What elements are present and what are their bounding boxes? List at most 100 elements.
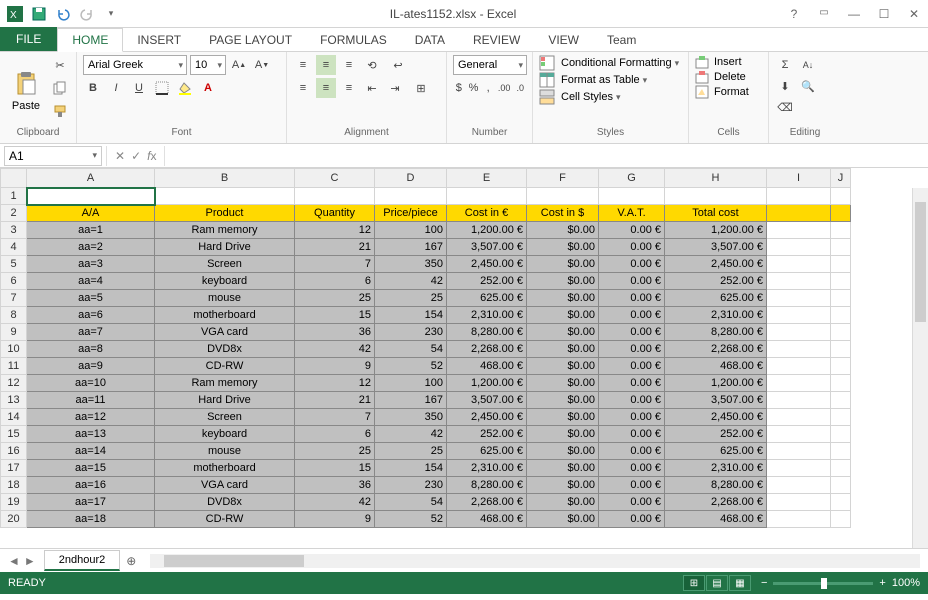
cell[interactable]: 625.00 € (447, 290, 527, 307)
cell[interactable]: 230 (375, 324, 447, 341)
undo-icon[interactable] (52, 3, 74, 25)
cell[interactable]: 8,280.00 € (665, 324, 767, 341)
cell[interactable] (767, 273, 831, 290)
cell[interactable]: 8,280.00 € (447, 324, 527, 341)
cut-icon[interactable]: ✂ (50, 55, 70, 75)
cell[interactable]: 0.00 € (599, 324, 665, 341)
row-header[interactable]: 17 (1, 460, 27, 477)
cell[interactable]: 154 (375, 460, 447, 477)
row-header[interactable]: 19 (1, 494, 27, 511)
col-header[interactable]: C (295, 169, 375, 188)
row-header[interactable]: 18 (1, 477, 27, 494)
cell[interactable] (155, 188, 295, 205)
formula-input[interactable] (165, 146, 928, 166)
cell[interactable]: 0.00 € (599, 477, 665, 494)
row-header[interactable]: 4 (1, 239, 27, 256)
sheet-prev-icon[interactable]: ◄ (8, 554, 20, 568)
cell[interactable]: 100 (375, 375, 447, 392)
ribbon-display-icon[interactable]: ▭ (814, 7, 834, 21)
cell[interactable]: aa=6 (27, 307, 155, 324)
cell[interactable]: 468.00 € (665, 511, 767, 528)
cell[interactable]: aa=16 (27, 477, 155, 494)
cell[interactable] (831, 477, 851, 494)
align-right-icon[interactable]: ≡ (339, 78, 359, 98)
zoom-level[interactable]: 100% (892, 577, 920, 589)
row-header[interactable]: 7 (1, 290, 27, 307)
cell[interactable]: mouse (155, 290, 295, 307)
cell[interactable] (831, 358, 851, 375)
cell[interactable]: 3,507.00 € (665, 239, 767, 256)
wrap-text-icon[interactable]: ↩ (385, 55, 411, 75)
paste-button[interactable]: Paste (6, 55, 46, 127)
cell[interactable]: 9 (295, 358, 375, 375)
cell[interactable]: 2,310.00 € (447, 307, 527, 324)
cell[interactable] (375, 188, 447, 205)
align-top-icon[interactable]: ≡ (293, 55, 313, 75)
cell[interactable]: mouse (155, 443, 295, 460)
align-center-icon[interactable]: ≡ (316, 78, 336, 98)
cell[interactable] (831, 273, 851, 290)
cell[interactable]: 0.00 € (599, 341, 665, 358)
cell[interactable]: 0.00 € (599, 256, 665, 273)
cell[interactable]: Hard Drive (155, 239, 295, 256)
cell[interactable] (831, 392, 851, 409)
cell[interactable]: 25 (375, 290, 447, 307)
format-cells-button[interactable]: Format (695, 85, 762, 99)
cell[interactable]: 2,450.00 € (665, 256, 767, 273)
cell[interactable]: $0.00 (527, 222, 599, 239)
cell[interactable]: 25 (375, 443, 447, 460)
cell[interactable]: Cost in $ (527, 205, 599, 222)
cell[interactable]: 12 (295, 222, 375, 239)
cell[interactable]: 54 (375, 494, 447, 511)
cell[interactable] (831, 511, 851, 528)
cell[interactable]: $0.00 (527, 494, 599, 511)
cell[interactable]: 1,200.00 € (447, 222, 527, 239)
enter-formula-icon[interactable]: ✓ (131, 149, 141, 163)
cell[interactable]: keyboard (155, 426, 295, 443)
clear-icon[interactable]: ⌫ (775, 97, 795, 117)
tab-data[interactable]: DATA (401, 29, 459, 51)
italic-button[interactable]: I (106, 78, 126, 98)
cell[interactable]: $0.00 (527, 324, 599, 341)
cell[interactable] (831, 426, 851, 443)
increase-font-icon[interactable]: A▲ (229, 55, 249, 75)
cell[interactable] (831, 375, 851, 392)
cell[interactable]: 42 (295, 494, 375, 511)
cell[interactable] (767, 324, 831, 341)
row-header[interactable]: 10 (1, 341, 27, 358)
cell[interactable]: 0.00 € (599, 239, 665, 256)
cell[interactable]: 468.00 € (447, 358, 527, 375)
cell[interactable] (767, 256, 831, 273)
decrease-font-icon[interactable]: A▼ (252, 55, 272, 75)
row-header[interactable]: 13 (1, 392, 27, 409)
cell[interactable]: Total cost (665, 205, 767, 222)
cell[interactable]: 42 (375, 273, 447, 290)
cell[interactable]: DVD8x (155, 341, 295, 358)
autosum-icon[interactable]: Σ (775, 55, 795, 75)
cell[interactable] (831, 290, 851, 307)
tab-formulas[interactable]: FORMULAS (306, 29, 401, 51)
cell[interactable] (665, 188, 767, 205)
cell[interactable] (767, 375, 831, 392)
cell[interactable] (767, 205, 831, 222)
row-header[interactable]: 14 (1, 409, 27, 426)
cell[interactable] (831, 307, 851, 324)
cell[interactable]: 100 (375, 222, 447, 239)
align-middle-icon[interactable]: ≡ (316, 55, 336, 75)
cell[interactable]: 42 (375, 426, 447, 443)
orientation-icon[interactable]: ⟲ (362, 55, 382, 75)
row-header[interactable]: 1 (1, 188, 27, 205)
col-header[interactable]: J (831, 169, 851, 188)
cell[interactable]: $0.00 (527, 307, 599, 324)
cell[interactable]: 0.00 € (599, 511, 665, 528)
cell[interactable]: 0.00 € (599, 494, 665, 511)
qat-more-icon[interactable]: ▾ (100, 3, 122, 25)
tab-review[interactable]: REVIEW (459, 29, 534, 51)
cell[interactable] (767, 358, 831, 375)
tab-home[interactable]: HOME (57, 28, 123, 52)
cell[interactable]: $0.00 (527, 426, 599, 443)
page-break-view-icon[interactable]: ▦ (729, 575, 751, 591)
cell[interactable] (831, 460, 851, 477)
cell[interactable] (767, 222, 831, 239)
conditional-formatting-button[interactable]: Conditional Formatting▾ (539, 55, 682, 71)
